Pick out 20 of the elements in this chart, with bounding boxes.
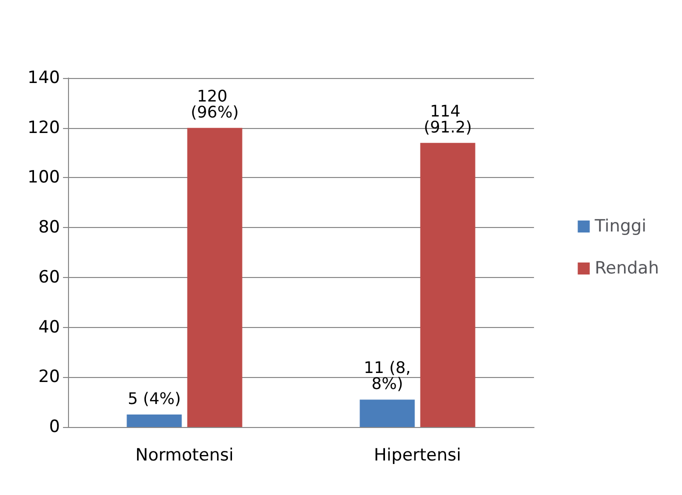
legend-label: Rendah: [594, 258, 659, 278]
y-tick-label: 60: [38, 267, 60, 288]
y-tick-label: 0: [49, 417, 60, 437]
bar: [420, 142, 476, 427]
y-tick-label: 20: [38, 367, 60, 388]
y-tick-label: 80: [38, 218, 60, 238]
x-tick-label: Normotensi: [135, 446, 234, 466]
bar: [360, 400, 415, 427]
y-tick-label: 40: [38, 317, 60, 338]
y-tick-label: 120: [28, 118, 60, 138]
data-label: 114 (91.2): [424, 101, 472, 136]
y-tick-label: 140: [28, 68, 60, 88]
data-label: 11 (8,8%): [364, 358, 411, 394]
bar: [187, 128, 242, 427]
x-tick-label: Hipertensi: [374, 446, 462, 466]
y-tick-label: 100: [28, 168, 60, 188]
bar: [126, 414, 182, 427]
data-label: 120 (96%): [190, 86, 239, 122]
data-label: 5 (4%): [128, 389, 181, 408]
legend-label: Tinggi: [594, 216, 646, 236]
